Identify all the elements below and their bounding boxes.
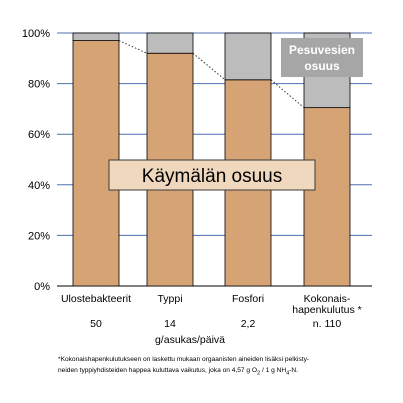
bar-toilet-3 [303,107,351,287]
category-value-label: 2,2 [241,318,256,330]
wash-water-share-label-line1: Pesuvesien [289,43,355,57]
x-axis-category-labels: Ulostebakteerit Typpi Fosfori Kokonais-hape… [61,293,362,316]
bar-washwater-2 [224,32,272,81]
y-tick-label: 0% [34,281,50,293]
footnote-line-2: neiden typpiyhdisteiden happea kuluttava… [58,366,299,376]
bar-washwater-0 [72,32,120,41]
category-label: Fosfori [232,293,264,305]
toilet-share-label: Käymälän osuus [142,166,282,187]
y-axis-tick-labels: 0% 20% 40% 60% 80% 100% [22,28,50,293]
category-label: Typpi [157,293,182,305]
y-tick-label: 60% [28,129,50,141]
connector-lines [118,40,305,109]
category-label: Kokonais- [304,293,351,305]
toilet-share-callout: Käymälän osuus [108,159,316,191]
y-tick-label: 80% [28,79,50,91]
unit-label: g/asukas/päivä [155,334,225,346]
bar-washwater-1 [146,32,194,54]
wash-water-share-label-line2: osuus [304,59,340,73]
connector-line-0 [118,40,148,54]
category-value-label: 50 [90,318,102,330]
connector-line-2 [270,79,305,109]
x-axis-value-labels: 50 14 2,2 n. 110 [90,318,341,330]
category-value-label: n. 110 [313,318,342,330]
wash-water-share-callout: Pesuvesien osuus [281,38,363,77]
y-tick-label: 20% [28,230,50,242]
category-label: hapenkulutus * [292,304,361,316]
y-tick-label: 40% [28,180,50,192]
category-value-label: 14 [164,318,176,330]
footnote-line-1: *Kokonaishapenkulutukseen on laskettu mu… [58,356,310,363]
y-tick-label: 100% [22,28,50,40]
connector-line-1 [192,52,226,81]
category-label: Ulostebakteerit [61,293,131,305]
footnote: *Kokonaishapenkulutukseen on laskettu mu… [58,355,398,378]
